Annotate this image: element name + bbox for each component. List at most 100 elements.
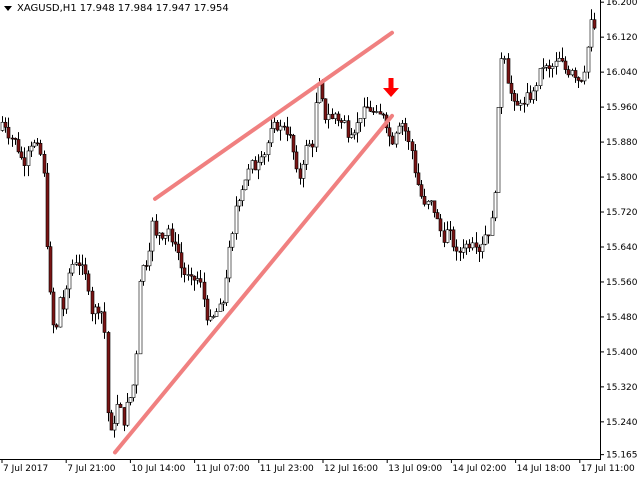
candle-body <box>528 92 533 100</box>
candle-body <box>538 68 543 86</box>
time-tick-label: 12 Jul 16:00 <box>324 464 378 474</box>
time-tick-label: 14 Jul 02:00 <box>452 464 506 474</box>
candle-body <box>550 66 555 69</box>
candle-body <box>566 69 571 76</box>
candle-body <box>186 274 191 276</box>
candle-body <box>38 143 43 155</box>
candle-body <box>74 262 79 265</box>
candle-body <box>221 302 226 305</box>
candle-body <box>301 163 306 179</box>
candle-body <box>451 229 456 248</box>
candle-body <box>192 275 197 281</box>
candle-body <box>515 100 520 106</box>
chart-header: XAGUSD,H1 17.948 17.984 17.947 17.954 <box>4 3 229 14</box>
candle-body <box>442 230 447 243</box>
candle-body <box>406 130 411 143</box>
price-tick-label: 15.800 <box>606 173 638 183</box>
candle-body <box>70 263 75 274</box>
price-tick-label: 15.960 <box>606 103 638 113</box>
candle-body <box>509 82 514 94</box>
candle-body <box>374 111 379 113</box>
candle-body <box>310 143 315 148</box>
candle-body <box>237 200 242 207</box>
candle-body <box>77 262 82 266</box>
candle-body <box>0 121 5 131</box>
candle-body <box>586 46 591 73</box>
candle-body <box>224 277 229 303</box>
chevron-down-icon[interactable] <box>4 6 12 11</box>
candle-body <box>410 141 415 152</box>
candle-body <box>93 306 98 315</box>
candle-body <box>144 265 149 267</box>
candle-body <box>554 60 559 67</box>
open-price: 17.948 <box>79 3 115 14</box>
price-tick-label: 16.120 <box>606 33 638 43</box>
candle-body <box>371 111 376 113</box>
candle-body <box>64 288 69 310</box>
candle-body <box>195 278 200 281</box>
price-tick-label: 15.880 <box>606 138 638 148</box>
candle-body <box>179 252 184 269</box>
candle-body <box>557 58 562 62</box>
time-tick-label: 10 Jul 14:00 <box>131 464 185 474</box>
candle-body <box>534 85 539 92</box>
candle-body <box>150 220 155 252</box>
candle-body <box>573 70 578 78</box>
candle-body <box>522 102 527 105</box>
time-tick-label: 11 Jul 23:00 <box>260 464 314 474</box>
candle-body <box>154 220 159 236</box>
candle-body <box>45 172 50 247</box>
trendlines-layer[interactable] <box>113 30 394 455</box>
candle-body <box>416 172 421 185</box>
candle-body <box>83 264 88 275</box>
candle-body <box>477 246 482 252</box>
candle-body <box>291 135 296 153</box>
candle-body <box>115 404 120 424</box>
candle-body <box>390 135 395 145</box>
candle-body <box>288 134 293 136</box>
candle-body <box>147 250 152 267</box>
high-price: 17.984 <box>117 3 153 14</box>
time-tick-label: 11 Jul 07:00 <box>196 464 250 474</box>
time-tick-label: 14 Jul 18:00 <box>517 464 571 474</box>
candle-body <box>358 118 363 124</box>
signal-layer <box>383 77 399 97</box>
candle-body <box>346 120 351 138</box>
candle-body <box>102 311 107 333</box>
candle-body <box>42 153 47 174</box>
trendline[interactable] <box>113 113 394 455</box>
price-tick-label: 15.560 <box>606 278 638 288</box>
price-tick-label: 15.240 <box>606 418 638 428</box>
candle-body <box>474 242 479 248</box>
candle-body <box>547 65 552 69</box>
candle-body <box>208 316 213 321</box>
candle-body <box>125 401 130 426</box>
candle-body <box>563 60 568 70</box>
candle-body <box>230 233 235 248</box>
candle-body <box>19 151 24 158</box>
candle-body <box>461 247 466 253</box>
candle-body <box>157 232 162 236</box>
price-tick-label: 15.480 <box>606 313 638 323</box>
candle-body <box>307 143 312 146</box>
candle-body <box>579 80 584 82</box>
candle-body <box>419 184 424 197</box>
candle-body <box>432 200 437 213</box>
candle-body <box>493 192 498 219</box>
candle-body <box>544 65 549 68</box>
trendline[interactable] <box>153 30 394 201</box>
candle-body <box>394 132 399 145</box>
candle-body <box>51 291 56 326</box>
candle-body <box>176 243 181 253</box>
candle-body <box>448 229 453 232</box>
candle-body <box>541 67 546 69</box>
candle-body <box>96 306 101 314</box>
candle-body <box>131 384 136 398</box>
candle-body <box>112 423 117 431</box>
candle-body <box>378 111 383 115</box>
price-tick-label: 15.400 <box>606 348 638 358</box>
candle-body <box>269 128 274 144</box>
candle-body <box>429 200 434 203</box>
